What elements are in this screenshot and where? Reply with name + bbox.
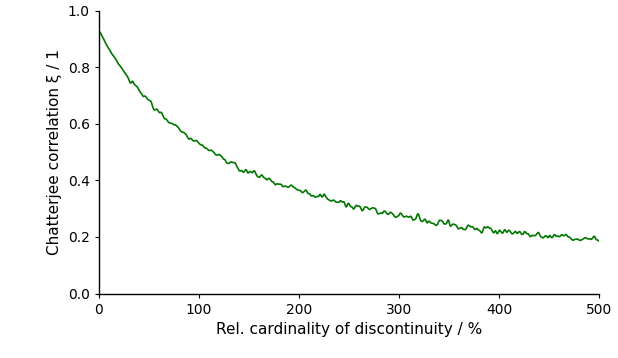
X-axis label: Rel. cardinality of discontinuity / %: Rel. cardinality of discontinuity / %: [216, 322, 482, 337]
Y-axis label: Chatterjee correlation ξ / 1: Chatterjee correlation ξ / 1: [48, 49, 62, 255]
